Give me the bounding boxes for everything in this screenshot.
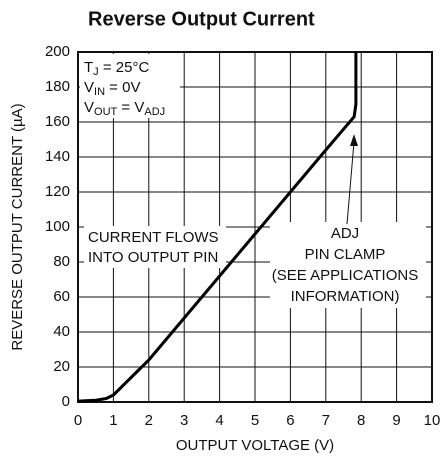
subscript: IN [94,86,105,98]
data-line [77,52,358,403]
y-tick-label: 100 [45,218,70,235]
conditions-bg [80,54,180,118]
annotation: INFORMATION) [291,288,400,305]
x-tick-label: 0 [74,412,82,429]
x-tick-label: 2 [145,412,153,429]
y-tick-label: 20 [53,358,70,375]
condition-part: V [84,99,94,116]
condition-part: T [84,59,93,76]
y-tick-label: 120 [45,183,70,200]
y-tick-label: 60 [53,288,70,305]
condition-text: TJ = 25°C [84,59,149,78]
annotation: (SEE APPLICATIONS [272,267,418,284]
x-tick-label: 1 [109,412,117,429]
y-axis-label: REVERSE OUTPUT CURRENT (µA) [9,103,26,350]
condition-part: V [84,79,94,96]
annotation: ADJ [331,225,359,242]
subscript: J [93,66,99,78]
x-tick-label: 4 [215,412,223,429]
condition-part: = 0V [105,79,140,96]
condition-text: VOUT = VADJ [84,99,165,118]
subscript: OUT [94,106,118,118]
plot-frame [77,51,433,403]
x-tick-label: 9 [392,412,400,429]
y-tick-label: 140 [45,148,70,165]
condition-part: = V [117,99,144,116]
chart-title: Reverse Output Current [88,8,315,30]
condition-text: VIN = 0V [84,79,140,98]
x-tick-label: 3 [180,412,188,429]
x-axis-label: OUTPUT VOLTAGE (V) [176,437,334,454]
annotation-bg [84,226,226,268]
y-tick-label: 180 [45,78,70,95]
arrow-head [350,134,358,146]
x-tick-label: 6 [286,412,294,429]
condition-part: = 25°C [99,59,150,76]
subscript: ADJ [144,106,165,118]
x-tick-label: 10 [424,412,441,429]
annotation-bg [270,222,426,308]
annotation: PIN CLAMP [305,246,386,263]
callout-arrow [346,141,355,225]
x-tick-label: 7 [322,412,330,429]
y-tick-label: 80 [53,253,70,270]
y-tick-label: 160 [45,113,70,130]
y-tick-label: 40 [53,323,70,340]
y-tick-label: 0 [62,393,70,410]
x-tick-label: 5 [251,412,259,429]
annotation: CURRENT FLOWS [88,229,219,246]
x-tick-label: 8 [357,412,365,429]
y-tick-label: 200 [45,43,70,60]
annotation: INTO OUTPUT PIN [88,249,218,266]
